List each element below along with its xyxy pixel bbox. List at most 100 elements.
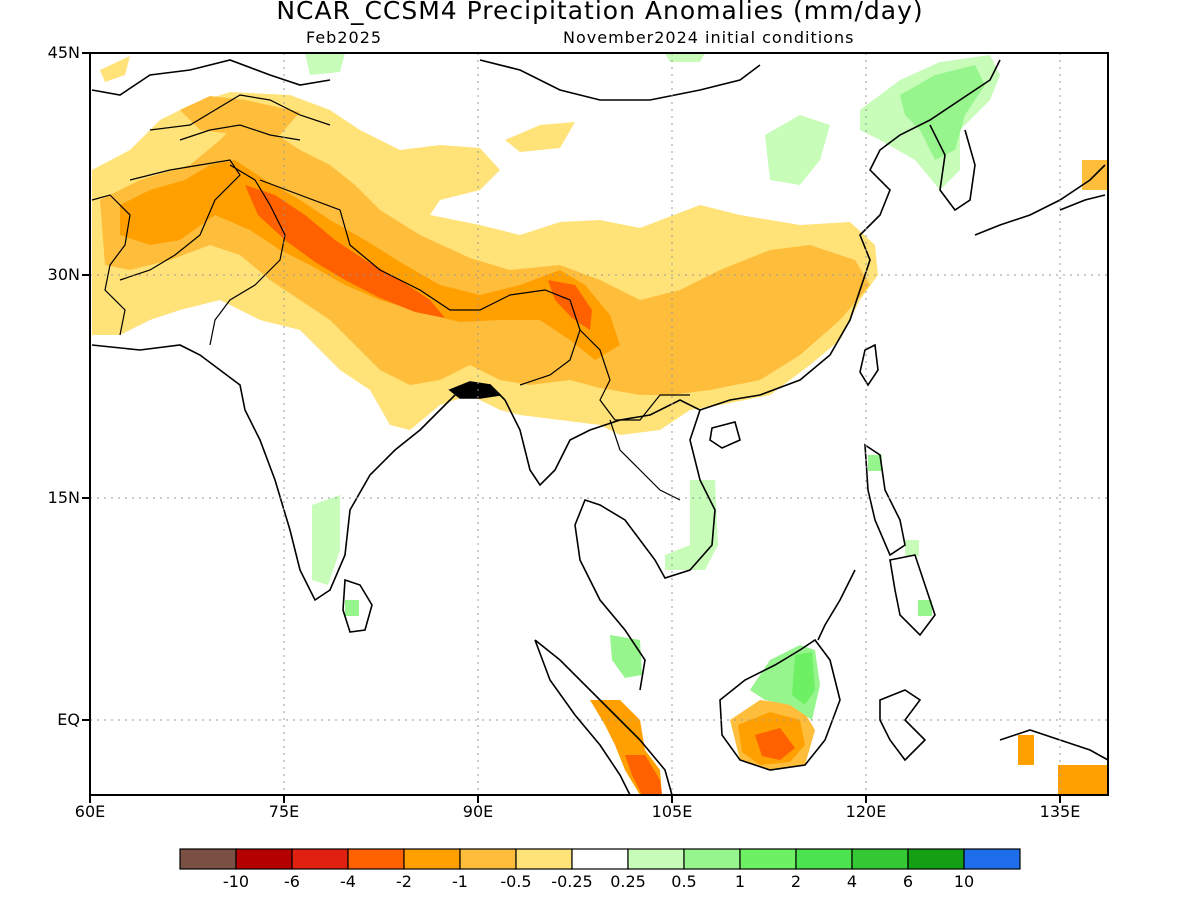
korea-coastline	[929, 124, 976, 212]
sulawesi-coastline	[879, 689, 927, 762]
lat-label-15n: 15N	[47, 488, 80, 507]
visayas-coastline	[889, 554, 936, 637]
dry-sumatra-heavy	[625, 755, 662, 795]
colorbar-tick-label: 10	[953, 872, 975, 891]
map-title: NCAR_CCSM4 Precipitation Anomalies (mm/d…	[276, 0, 924, 25]
wet-north-edge	[305, 53, 345, 75]
india-coastline	[91, 344, 506, 602]
sumatra-coastline	[534, 639, 673, 796]
china-coastline	[699, 59, 1001, 411]
colorbar-swatch	[851, 848, 909, 870]
colorbar-swatch	[515, 848, 573, 870]
dry-light-region-north	[505, 122, 575, 152]
central-asia-coast	[91, 59, 331, 96]
wet-philippines	[868, 455, 882, 471]
bengal-delta	[448, 381, 502, 399]
colorbar-swatch	[347, 848, 405, 870]
colorbar-tick-label: 1	[734, 872, 746, 891]
wet-luzon	[905, 540, 919, 556]
hainan-coastline	[709, 421, 741, 449]
dry-borneo-heavy	[755, 728, 795, 760]
sumatra-coastline-west	[534, 639, 631, 796]
lat-label-45n: 45N	[47, 43, 80, 62]
colorbar-tick-label: -10	[222, 872, 250, 891]
colorbar-swatch	[235, 848, 293, 870]
borneo-coastline	[719, 638, 841, 771]
lat-label-eq: EQ	[57, 710, 80, 729]
thai-laos-border	[609, 419, 681, 501]
central-asia-borders	[149, 94, 331, 131]
colorbar-tick-label: -0.5	[500, 872, 532, 891]
taiwan-coastline	[859, 343, 879, 387]
lon-label-75e: 75E	[268, 802, 300, 821]
lon-label-60e: 60E	[74, 802, 106, 821]
indochina-coastline	[504, 399, 716, 691]
japan-coastline	[974, 164, 1106, 236]
colorbar-tick-label: -4	[340, 872, 356, 891]
initial-conditions-label: November2024 initial conditions	[563, 28, 855, 47]
dry-medium-north	[180, 96, 300, 135]
wet-vietnam	[665, 480, 718, 570]
lon-label-135e: 135E	[1039, 802, 1081, 821]
iran-afghan-border	[91, 194, 131, 336]
palawan-coastline	[817, 569, 856, 641]
axis-ticks	[82, 52, 1061, 803]
dry-light-region-nw	[100, 56, 130, 82]
forecast-month: Feb2025	[306, 28, 383, 47]
colorbar-swatch	[571, 848, 629, 870]
colorbar	[179, 848, 1021, 870]
dry-strong-region	[120, 160, 620, 360]
lat-label-30n: 30N	[47, 265, 80, 284]
japan-coastline-2	[1059, 194, 1106, 211]
colorbar-tick-label: 6	[902, 872, 914, 891]
lon-label-120e: 120E	[845, 802, 887, 821]
wet-malaya	[610, 635, 642, 678]
wet-sri-lanka	[345, 600, 359, 616]
dry-new-guinea	[1058, 765, 1108, 795]
dry-anomaly-fields	[92, 56, 1108, 795]
lon-label-90e: 90E	[462, 802, 494, 821]
colorbar-swatch	[291, 848, 349, 870]
dry-moluccas	[1018, 735, 1034, 765]
colorbar-swatch	[627, 848, 685, 870]
coastlines	[91, 59, 1109, 796]
wet-mongolia	[765, 115, 830, 185]
colorbar-swatch	[683, 848, 741, 870]
luzon-coastline	[864, 443, 906, 557]
dry-heavy-east	[548, 280, 592, 330]
wet-borneo-core	[792, 652, 815, 705]
colorbar-tick-label: 4	[846, 872, 858, 891]
pakistan-india-border	[209, 164, 286, 346]
wet-north-edge-2	[665, 53, 705, 62]
dry-heavy-region	[245, 185, 445, 318]
afghan-pak-border	[119, 159, 241, 281]
colorbar-tick-label: -6	[284, 872, 300, 891]
wet-india-west	[312, 495, 340, 585]
himalaya-border	[259, 179, 581, 386]
colorbar-tick-label: 0.25	[610, 872, 646, 891]
wet-anomaly-fields	[305, 53, 1000, 720]
colorbar-swatch	[459, 848, 517, 870]
mongolia-border	[479, 59, 761, 101]
lon-label-105e: 105E	[651, 802, 693, 821]
colorbar-swatch	[403, 848, 461, 870]
colorbar-tick-label: 0.5	[671, 872, 697, 891]
map-frame	[89, 52, 1109, 796]
colorbar-tick-label: -1	[452, 872, 468, 891]
central-asia-borders-2	[179, 124, 301, 141]
dry-medium-region	[100, 120, 870, 395]
colorbar-swatch	[179, 848, 237, 870]
wet-mindanao	[918, 600, 932, 616]
colorbar-tick-label: 2	[790, 872, 802, 891]
colorbar-tick-label: -2	[396, 872, 412, 891]
colorbar-swatch	[739, 848, 797, 870]
sri-lanka-coastline	[342, 578, 373, 633]
colorbar-swatch	[963, 848, 1021, 870]
china-myanmar-border	[579, 329, 690, 421]
colorbar-swatch	[795, 848, 853, 870]
graticule	[90, 53, 1108, 795]
colorbar-swatch	[907, 848, 965, 870]
colorbar-tick-label: -0.25	[551, 872, 593, 891]
country-borders	[91, 94, 690, 501]
